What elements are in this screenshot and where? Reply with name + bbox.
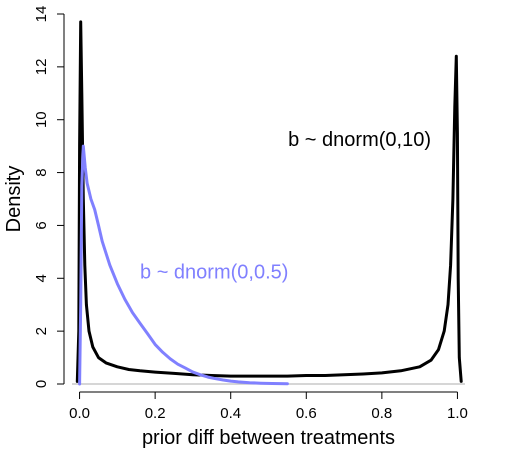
y-tick-label: 2 bbox=[33, 327, 50, 335]
y-tick-label: 10 bbox=[33, 111, 50, 128]
series-line-1 bbox=[78, 144, 289, 386]
x-tick-label: 0.0 bbox=[69, 405, 90, 422]
y-tick-label: 8 bbox=[33, 168, 50, 176]
x-tick-label: 1.0 bbox=[447, 405, 468, 422]
series-layer bbox=[72, 20, 465, 386]
axes-layer: 0 2 4 6 8 10 12 14 0.0 0.2 0.4 0.6 0.8 1.0 bbox=[33, 6, 468, 422]
annotation-dnorm-0-0.5: b ~ dnorm(0,0.5) bbox=[140, 261, 288, 283]
y-axis-title: Density bbox=[3, 166, 25, 233]
x-tick-label: 0.8 bbox=[371, 405, 392, 422]
x-axis-title: prior diff between treatments bbox=[142, 427, 395, 449]
annotation-dnorm-0-10: b ~ dnorm(0,10) bbox=[288, 129, 431, 151]
y-tick-label: 12 bbox=[33, 59, 50, 76]
x-tick-label: 0.2 bbox=[145, 405, 166, 422]
y-tick-label: 0 bbox=[33, 380, 50, 388]
x-tick-label: 0.4 bbox=[220, 405, 241, 422]
series-line-0 bbox=[75, 20, 463, 383]
y-tick-label: 14 bbox=[33, 6, 50, 23]
x-tick-label: 0.6 bbox=[296, 405, 317, 422]
y-tick-label: 6 bbox=[33, 221, 50, 229]
y-tick-label: 4 bbox=[33, 274, 50, 282]
